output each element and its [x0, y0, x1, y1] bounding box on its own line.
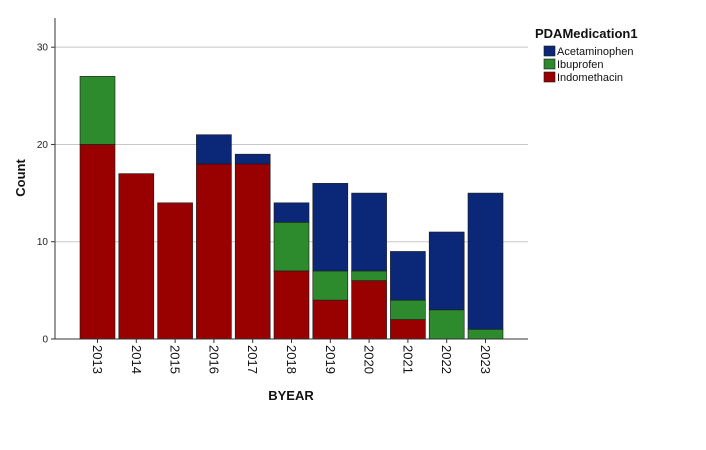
bar-segment-ibuprofen-2022 — [428, 309, 465, 340]
x-tick-label-2021: 2021 — [400, 345, 415, 374]
legend-swatch-indomethacin — [543, 71, 556, 83]
legend-swatch-ibuprofen — [543, 58, 556, 70]
bar-segment-acetaminophen-2017 — [234, 153, 271, 165]
bar-segment-acetaminophen-2022 — [428, 231, 465, 311]
bar-segment-acetaminophen-2018 — [273, 202, 310, 223]
x-axis-title: BYEAR — [268, 388, 314, 403]
x-tick-label-2019: 2019 — [323, 345, 338, 374]
bar-segment-acetaminophen-2021 — [390, 251, 426, 301]
bar-segment-indomethacin-2015 — [157, 202, 193, 340]
legend-label-indomethacin: Indomethacin — [557, 72, 623, 84]
x-tick-label-2014: 2014 — [129, 345, 144, 374]
bar-segment-ibuprofen-2023 — [467, 328, 504, 340]
bar-segment-indomethacin-2018 — [273, 270, 310, 340]
legend-swatch-acetaminophen — [543, 45, 556, 57]
y-tick-label: 20 — [37, 140, 49, 151]
y-tick-label: 10 — [37, 237, 49, 248]
x-tick-label-2013: 2013 — [90, 345, 105, 374]
x-tick-label-2016: 2016 — [206, 345, 221, 374]
bar-segment-indomethacin-2013 — [79, 144, 116, 340]
legend-title: PDAMedication1 — [535, 26, 638, 41]
y-tick-label: 0 — [42, 335, 48, 346]
bar-segment-indomethacin-2016 — [196, 163, 232, 340]
bar-segment-ibuprofen-2020 — [351, 270, 387, 281]
bar-segment-indomethacin-2021 — [390, 319, 426, 340]
legend-label-ibuprofen: Ibuprofen — [557, 59, 603, 71]
bar-segment-ibuprofen-2021 — [390, 299, 426, 320]
bar-segment-acetaminophen-2019 — [312, 183, 349, 272]
bar-segment-indomethacin-2019 — [312, 299, 349, 340]
x-tick-label-2017: 2017 — [245, 345, 260, 374]
x-tick-label-2020: 2020 — [362, 345, 377, 374]
bar-segment-indomethacin-2020 — [351, 280, 387, 340]
bar-segment-acetaminophen-2016 — [196, 134, 232, 165]
legend-label-acetaminophen: Acetaminophen — [557, 46, 633, 58]
bar-segment-indomethacin-2017 — [234, 163, 271, 340]
y-ticks: 0 10 20 30 — [37, 43, 55, 346]
x-tick-label-2018: 2018 — [284, 345, 299, 374]
bars — [79, 76, 504, 340]
bar-segment-ibuprofen-2018 — [273, 221, 310, 272]
y-tick-label: 30 — [37, 43, 49, 54]
bar-segment-indomethacin-2014 — [118, 173, 155, 340]
x-ticks: 2013 2014 2015 2016 2017 2018 2019 2020 2021 2022… — [90, 339, 493, 374]
x-tick-label-2015: 2015 — [168, 345, 183, 374]
bar-segment-acetaminophen-2023 — [467, 192, 504, 330]
bar-segment-ibuprofen-2013 — [79, 76, 116, 145]
y-axis-title: Count — [13, 159, 28, 197]
x-tick-label-2023: 2023 — [478, 345, 493, 374]
legend: PDAMedication1 AcetaminophenIbuprofenInd… — [535, 26, 638, 84]
bar-segment-ibuprofen-2019 — [312, 270, 349, 301]
bar-segment-acetaminophen-2020 — [351, 192, 387, 272]
x-tick-label-2022: 2022 — [439, 345, 454, 374]
